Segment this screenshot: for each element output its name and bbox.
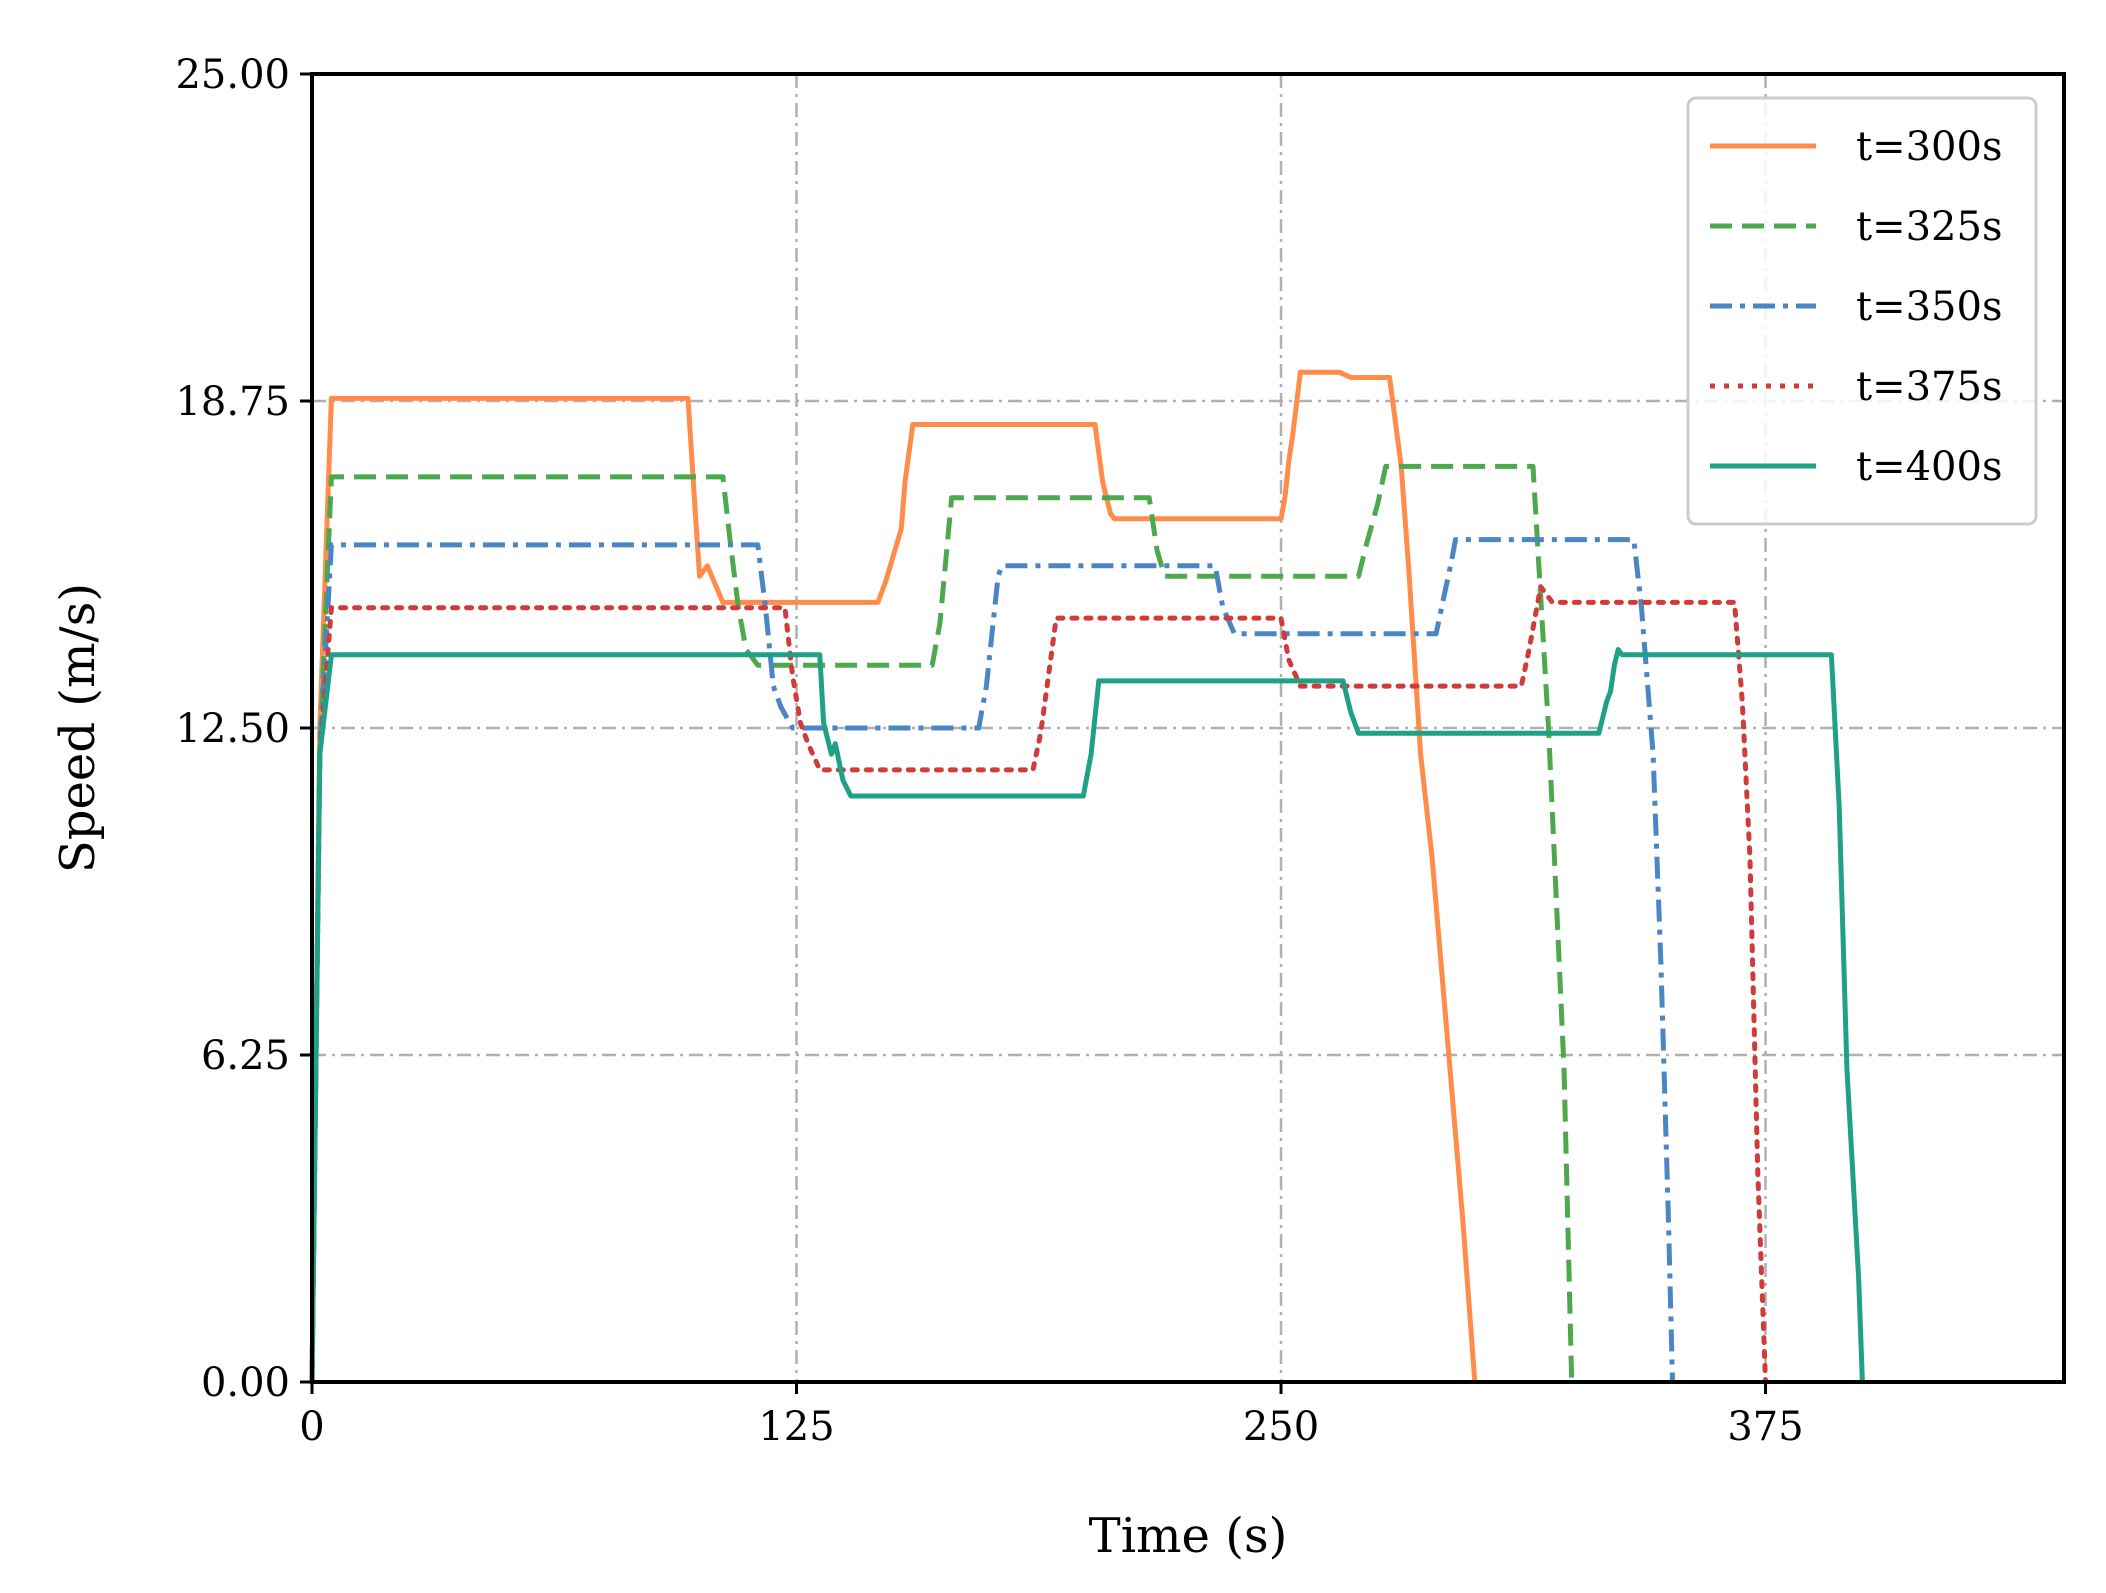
legend-label: t=325s [1856,204,2002,250]
series-lines [309,369,1865,1385]
legend-label: t=350s [1856,284,2002,330]
x-tick-label: 0 [299,1404,324,1450]
y-axis-title: Speed (m/s) [50,583,106,873]
x-tick-label: 375 [1727,1404,1803,1450]
y-tick-label: 6.25 [201,1033,290,1079]
axis-ticks: 0 125 250 375 0.00 6.25 12.50 18.75 25.00 [175,52,1803,1450]
x-axis-title: Time (s) [1089,1508,1288,1564]
y-tick-label: 12.50 [175,706,290,752]
x-tick-label: 250 [1243,1404,1319,1450]
y-tick-label: 25.00 [175,52,290,98]
legend: t=300s t=325s t=350s t=375s t=400s [1686,96,2038,526]
y-tick-label: 18.75 [175,379,290,425]
legend-box [1686,96,2038,526]
legend-label: t=400s [1856,444,2002,490]
x-tick-label: 125 [758,1404,834,1450]
series-line-t-375s [309,584,1768,1385]
y-tick-label: 0.00 [201,1360,290,1406]
legend-label: t=375s [1856,364,2002,410]
legend-label: t=300s [1856,124,2002,170]
series-line-t-400s [309,647,1865,1383]
series-line-t-350s [309,537,1675,1383]
